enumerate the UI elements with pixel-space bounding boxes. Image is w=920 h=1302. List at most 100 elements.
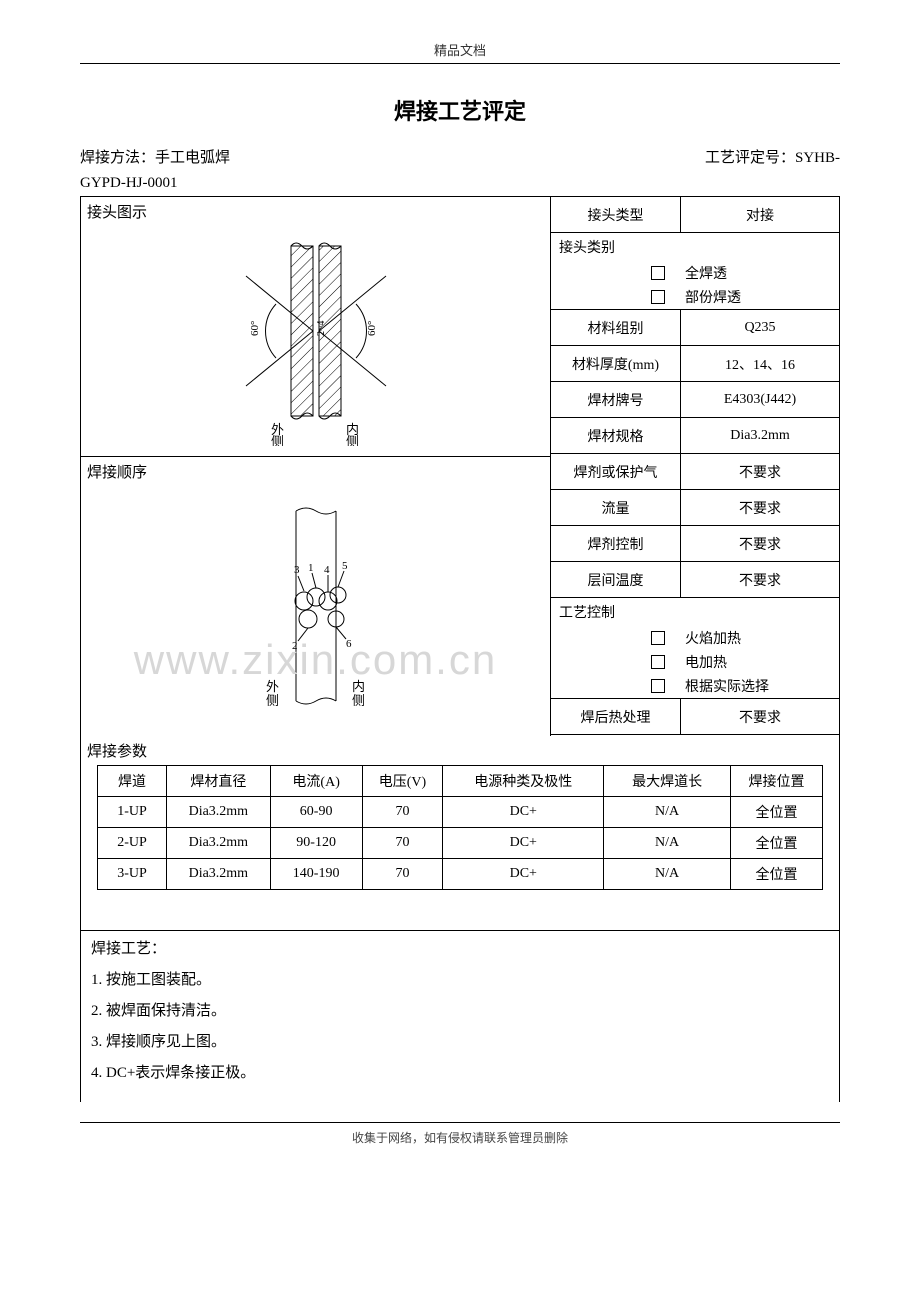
doc-number: GYPD-HJ-0001 (80, 175, 840, 192)
kv-val: 不要求 (681, 526, 839, 561)
check-label: 电加热 (685, 652, 727, 672)
kv-row: 焊剂控制不要求 (551, 526, 839, 562)
page-title: 焊接工艺评定 (80, 94, 840, 126)
params-section-label: 焊接参数 (80, 736, 840, 765)
eval-label: 工艺评定号： (705, 150, 795, 166)
eval-no: 工艺评定号：SYHB- (705, 146, 840, 167)
check-label: 火焰加热 (685, 628, 741, 648)
kv-val: 不要求 (681, 490, 839, 525)
method: 焊接方法：手工电弧焊 (80, 146, 230, 167)
params-col-header: 电流(A) (270, 766, 362, 797)
angle-right-text: 60° (366, 321, 378, 336)
kv-key: 焊后热处理 (551, 699, 681, 734)
kv-row: 材料厚度(mm)12、14、16 (551, 346, 839, 382)
params-row: 1-UPDia3.2mm60-9070DC+N/A全位置 (98, 797, 823, 828)
svg-text:2: 2 (292, 640, 298, 652)
kv-block: 工艺控制火焰加热电加热根据实际选择 (551, 598, 839, 699)
params-cell: DC+ (443, 859, 604, 890)
kv-key: 焊材规格 (551, 418, 681, 453)
params-cell: 70 (362, 797, 443, 828)
params-cell: 全位置 (730, 828, 822, 859)
params-cell: Dia3.2mm (167, 859, 271, 890)
footer: 收集于网络，如有侵权请联系管理员删除 (80, 1122, 840, 1146)
checkbox[interactable] (651, 679, 665, 693)
params-col-header: 电压(V) (362, 766, 443, 797)
kv-row: 焊材牌号E4303(J442) (551, 382, 839, 418)
outer-label-1b: 侧 (271, 434, 284, 446)
kv-val: 对接 (681, 197, 839, 232)
svg-text:6: 6 (346, 638, 352, 650)
kv-row: 流量不要求 (551, 490, 839, 526)
angle-left-text: 60° (249, 321, 261, 336)
checkbox[interactable] (651, 655, 665, 669)
params-cell: DC+ (443, 797, 604, 828)
header-small: 精品文档 (80, 40, 840, 64)
params-cell: Dia3.2mm (167, 797, 271, 828)
checkbox[interactable] (651, 290, 665, 304)
process-list: 1. 按施工图装配。2. 被焊面保持清洁。3. 焊接顺序见上图。4. DC+表示… (91, 968, 829, 1082)
spacer (80, 906, 840, 930)
main-grid: 接头图示 (80, 196, 840, 736)
process-item: 4. DC+表示焊条接正极。 (91, 1061, 829, 1082)
params-cell: 全位置 (730, 859, 822, 890)
kv-key: 层间温度 (551, 562, 681, 597)
kv-row: 接头类型对接 (551, 197, 839, 233)
kv-key: 焊剂或保护气 (551, 454, 681, 489)
params-cell: 90-120 (270, 828, 362, 859)
check-label: 部份焊透 (685, 287, 741, 307)
kv-val: Dia3.2mm (681, 418, 839, 453)
kv-key: 焊材牌号 (551, 382, 681, 417)
kv-key: 焊剂控制 (551, 526, 681, 561)
params-table: 焊道焊材直径电流(A)电压(V)电源种类及极性最大焊道长焊接位置1-UPDia3… (97, 765, 823, 890)
params-cell: 3-UP (98, 859, 167, 890)
check-line: 全焊透 (551, 261, 839, 285)
eval-value: SYHB- (795, 150, 840, 166)
kv-row: 焊材规格Dia3.2mm (551, 418, 839, 454)
method-label: 焊接方法： (80, 150, 155, 166)
svg-text:侧: 侧 (266, 693, 279, 708)
kv-val: 12、14、16 (681, 346, 839, 381)
check-line: 根据实际选择 (551, 674, 839, 698)
process-item: 1. 按施工图装配。 (91, 968, 829, 989)
kv-row: 焊后热处理不要求 (551, 699, 839, 735)
process-title: 焊接工艺： (91, 937, 829, 958)
params-cell: 70 (362, 859, 443, 890)
params-cell: N/A (604, 797, 731, 828)
kv-row: 焊剂或保护气不要求 (551, 454, 839, 490)
check-line: 火焰加热 (551, 626, 839, 650)
params-wrap: 焊道焊材直径电流(A)电压(V)电源种类及极性最大焊道长焊接位置1-UPDia3… (80, 765, 840, 906)
params-cell: 1-UP (98, 797, 167, 828)
kv-val: E4303(J442) (681, 382, 839, 417)
kv-val: 不要求 (681, 699, 839, 734)
params-cell: 60-90 (270, 797, 362, 828)
inner-label-1b: 侧 (346, 434, 359, 446)
checkbox[interactable] (651, 266, 665, 280)
svg-text:3: 3 (294, 564, 300, 576)
params-cell: N/A (604, 859, 731, 890)
params-row: 2-UPDia3.2mm90-12070DC+N/A全位置 (98, 828, 823, 859)
kv-block: 接头类别全焊透部份焊透 (551, 233, 839, 310)
block-head: 接头类别 (551, 233, 839, 261)
svg-text:侧: 侧 (352, 693, 365, 708)
kv-val: 不要求 (681, 562, 839, 597)
params-cell: 全位置 (730, 797, 822, 828)
params-col-header: 最大焊道长 (604, 766, 731, 797)
kv-row: 材料组别Q235 (551, 310, 839, 346)
block-head: 工艺控制 (551, 598, 839, 626)
method-value: 手工电弧焊 (155, 150, 230, 166)
kv-key: 接头类型 (551, 197, 681, 232)
params-row: 3-UPDia3.2mm140-19070DC+N/A全位置 (98, 859, 823, 890)
params-col-header: 焊道 (98, 766, 167, 797)
params-col-header: 焊接位置 (730, 766, 822, 797)
kv-val: Q235 (681, 310, 839, 345)
check-line: 部份焊透 (551, 285, 839, 309)
right-column: 接头类型对接接头类别全焊透部份焊透材料组别Q235材料厚度(mm)12、14、1… (551, 197, 839, 736)
kv-val: 不要求 (681, 454, 839, 489)
svg-text:1: 1 (308, 562, 314, 574)
sequence-diagram: www.zixin.com.cn 3 (81, 486, 550, 736)
checkbox[interactable] (651, 631, 665, 645)
params-cell: DC+ (443, 828, 604, 859)
joint-svg: 60° 60° 2~4 外 侧 内 侧 (186, 236, 446, 446)
check-line: 电加热 (551, 650, 839, 674)
left-column: 接头图示 (81, 197, 551, 736)
